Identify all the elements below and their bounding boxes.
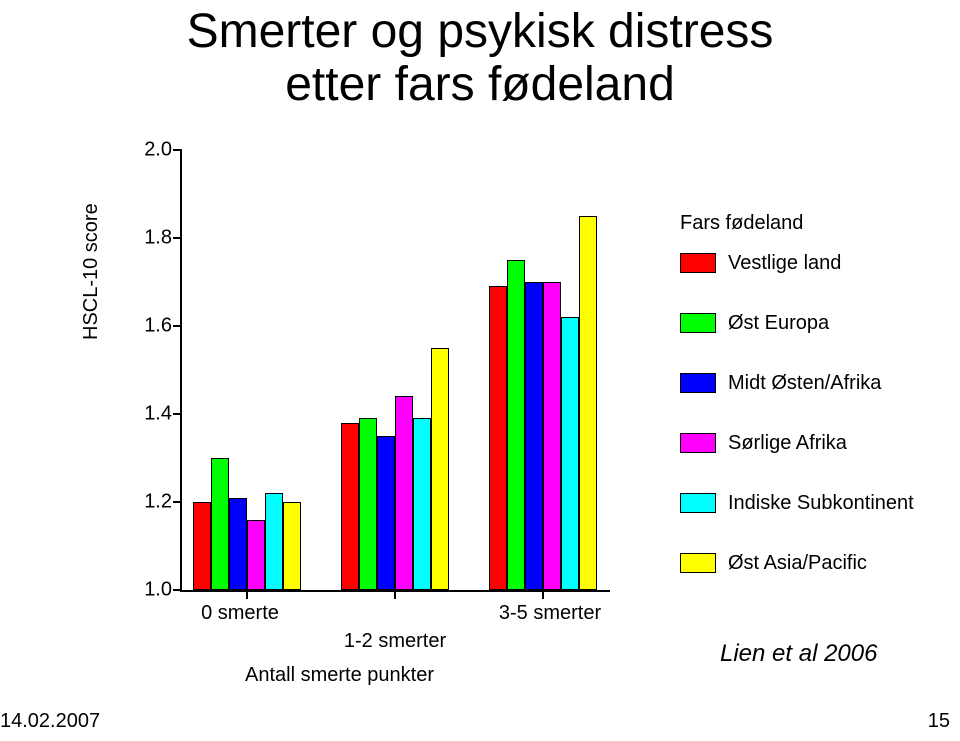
legend-swatch: [680, 313, 716, 333]
footer-date: 14.02.2007: [0, 710, 100, 733]
slide-title: Smerter og psykisk distress etter fars f…: [0, 6, 960, 112]
legend-label: Sørlige Afrika: [728, 432, 847, 455]
x-group-label: 3-5 smerter: [499, 602, 601, 625]
bar: [247, 520, 265, 590]
legend-item: Øst Asia/Pacific: [680, 552, 867, 574]
bar: [489, 286, 507, 590]
footer-page: 15: [928, 710, 950, 733]
bar: [543, 282, 561, 590]
x-group-label: 0 smerte: [201, 602, 279, 625]
y-tick: [173, 149, 182, 151]
legend-item: Vestlige land: [680, 252, 841, 274]
bar: [561, 317, 579, 590]
y-tick: [173, 501, 182, 503]
citation: Lien et al 2006: [720, 640, 877, 668]
slide: Smerter og psykisk distress etter fars f…: [0, 0, 960, 741]
bar: [265, 493, 283, 590]
y-tick-label: 1.6: [130, 315, 172, 338]
bar: [525, 282, 543, 590]
legend-label: Øst Europa: [728, 312, 829, 335]
legend-label: Indiske Subkontinent: [728, 492, 914, 515]
bar: [283, 502, 301, 590]
x-axis-title: Antall smerte punkter: [245, 664, 434, 687]
legend-item: Sørlige Afrika: [680, 432, 847, 454]
y-tick-label: 1.4: [130, 403, 172, 426]
legend-swatch: [680, 553, 716, 573]
legend-item: Indiske Subkontinent: [680, 492, 914, 514]
x-tick: [394, 590, 396, 599]
y-tick-label: 2.0: [130, 139, 172, 162]
x-group-label: 1-2 smerter: [344, 630, 446, 653]
y-tick: [173, 237, 182, 239]
bar: [431, 348, 449, 590]
y-tick: [173, 413, 182, 415]
legend-swatch: [680, 433, 716, 453]
bar: [211, 458, 229, 590]
legend-title: Fars fødeland: [680, 212, 803, 235]
legend-swatch: [680, 253, 716, 273]
legend-label: Midt Østen/Afrika: [728, 372, 881, 395]
x-tick: [542, 590, 544, 599]
y-tick-label: 1.2: [130, 491, 172, 514]
legend-item: Midt Østen/Afrika: [680, 372, 881, 394]
legend-label: Vestlige land: [728, 252, 841, 275]
y-tick-label: 1.8: [130, 227, 172, 250]
y-axis: [180, 150, 182, 590]
bar: [579, 216, 597, 590]
legend-swatch: [680, 373, 716, 393]
legend-swatch: [680, 493, 716, 513]
y-axis-label: HSCL-10 score: [80, 203, 103, 340]
title-line-2: etter fars fødeland: [285, 58, 675, 111]
bar: [377, 436, 395, 590]
y-tick: [173, 325, 182, 327]
title-line-1: Smerter og psykisk distress: [187, 5, 774, 58]
bar: [507, 260, 525, 590]
bar: [193, 502, 211, 590]
x-tick: [246, 590, 248, 599]
bar: [395, 396, 413, 590]
legend-item: Øst Europa: [680, 312, 829, 334]
y-tick: [173, 589, 182, 591]
y-tick-label: 1.0: [130, 579, 172, 602]
legend-label: Øst Asia/Pacific: [728, 552, 867, 575]
bar: [413, 418, 431, 590]
bar: [359, 418, 377, 590]
bar: [341, 423, 359, 590]
bar: [229, 498, 247, 590]
